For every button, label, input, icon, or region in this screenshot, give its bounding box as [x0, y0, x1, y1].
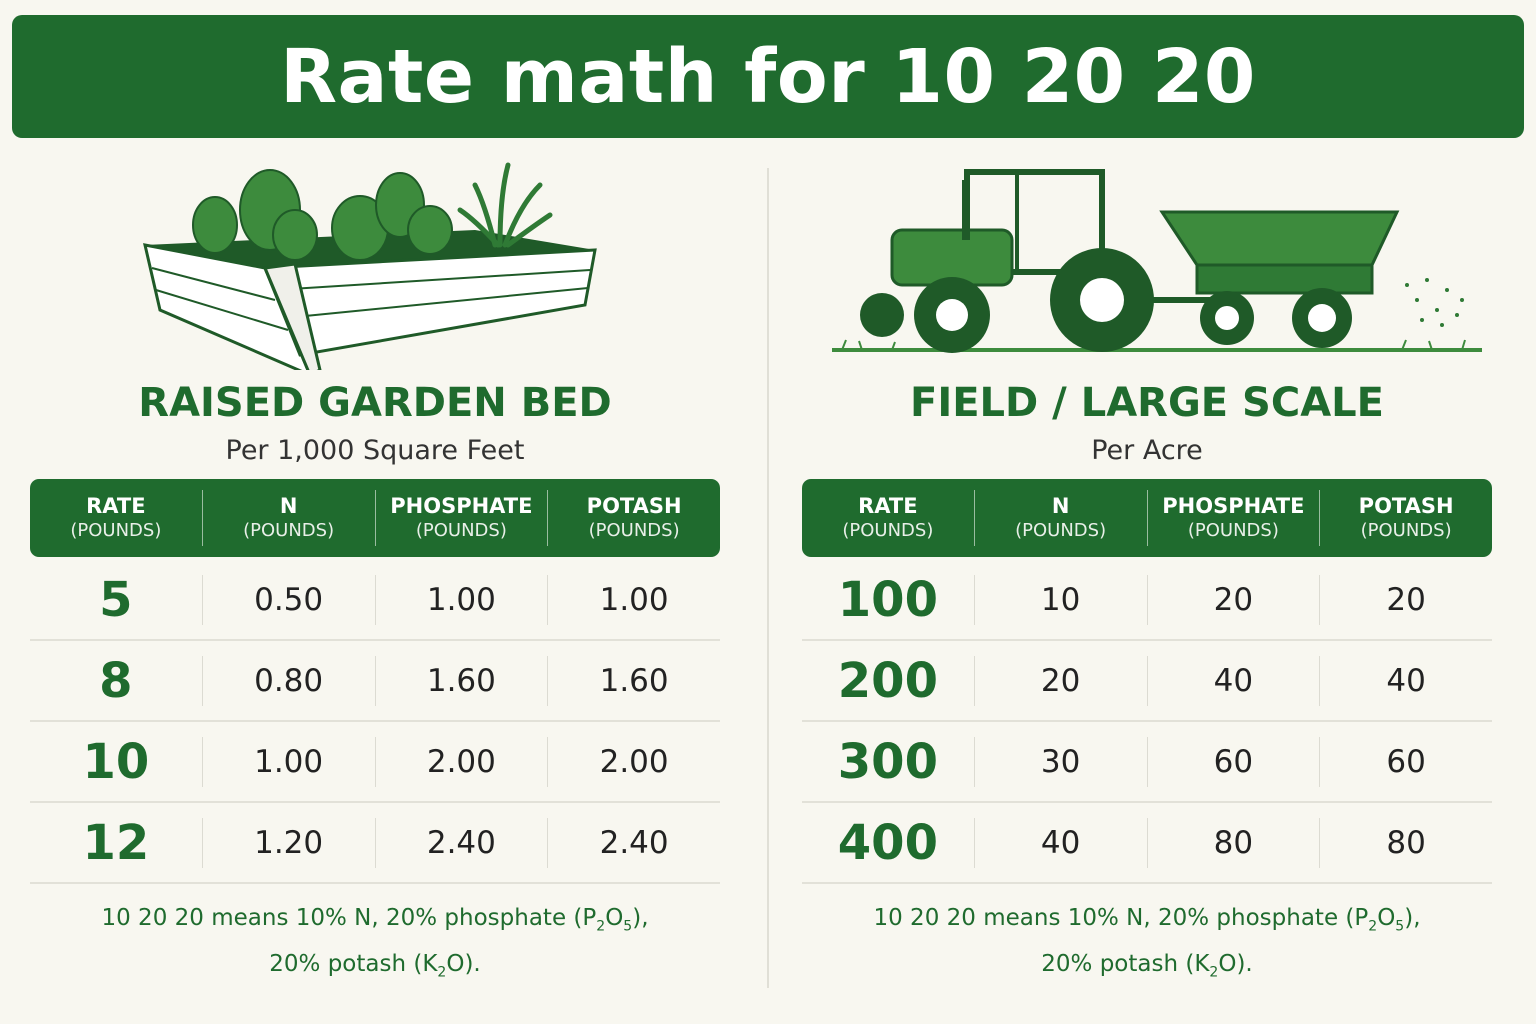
n-cell: 40 [973, 817, 1147, 868]
field-col-potash: POTASH (POUNDS) [1319, 490, 1492, 546]
note-subscript: 5 [1395, 918, 1405, 935]
column-unit: (POUNDS) [842, 520, 934, 541]
phosphate-cell: 2.00 [374, 736, 548, 787]
note-text: 20% potash (K [1041, 950, 1210, 977]
rate-cell: 200 [837, 652, 938, 709]
phosphate-cell: 80 [1146, 817, 1320, 868]
n-cell: 10 [973, 574, 1147, 625]
note-subscript: 2 [596, 918, 606, 935]
n-cell: 0.80 [201, 655, 375, 706]
rate-cell: 12 [82, 814, 150, 871]
note-text: 20% potash (K [269, 950, 438, 977]
table-row: 10 1.00 2.00 2.00 [30, 722, 720, 803]
column-label: N [279, 494, 298, 518]
phosphate-cell: 2.40 [374, 817, 548, 868]
potash-cell: 40 [1319, 655, 1492, 706]
n-cell: 1.20 [201, 817, 375, 868]
garden-footnote: 10 20 20 means 10% N, 20% phosphate (P2O… [30, 900, 720, 991]
note-text: 10 20 20 means 10% N, 20% phosphate (P [873, 905, 1369, 931]
rate-cell: 400 [837, 814, 938, 871]
garden-table-header: RATE (POUNDS) N (POUNDS) PHOSPHATE (POUN… [30, 479, 720, 557]
n-cell: 20 [973, 655, 1147, 706]
potash-cell: 1.60 [547, 655, 720, 706]
rate-cell: 5 [99, 571, 133, 628]
garden-col-potash: POTASH (POUNDS) [547, 490, 720, 546]
field-footnote: 10 20 20 means 10% N, 20% phosphate (P2O… [802, 900, 1492, 991]
column-unit: (POUNDS) [243, 520, 335, 541]
note-text: O). [1218, 950, 1253, 977]
column-label: RATE [858, 494, 918, 518]
garden-table-body: 5 0.50 1.00 1.00 8 0.80 1.60 1.60 10 1.0… [30, 560, 720, 884]
column-unit: (POUNDS) [415, 520, 507, 541]
rate-cell: 10 [82, 733, 150, 790]
field-col-phosphate: PHOSPHATE (POUNDS) [1146, 490, 1320, 546]
note-text: O [605, 905, 624, 931]
note-text: O). [446, 950, 481, 977]
potash-cell: 80 [1319, 817, 1492, 868]
note-text: ), [632, 905, 649, 931]
column-label: PHOSPHATE [390, 494, 533, 518]
field-col-n: N (POUNDS) [973, 490, 1147, 546]
note-subscript: 5 [623, 918, 633, 935]
column-unit: (POUNDS) [70, 520, 162, 541]
raised-garden-bed-icon [143, 162, 597, 370]
title-banner: Rate math for 10 20 20 [12, 15, 1524, 138]
potash-cell: 60 [1319, 736, 1492, 787]
column-unit: (POUNDS) [588, 520, 680, 541]
potash-cell: 1.00 [547, 574, 720, 625]
field-heading: FIELD / LARGE SCALE [910, 380, 1384, 426]
table-row: 200 20 40 40 [802, 641, 1492, 722]
garden-col-phosphate: PHOSPHATE (POUNDS) [374, 490, 548, 546]
garden-heading: RAISED GARDEN BED [138, 380, 612, 426]
rate-cell: 100 [837, 571, 938, 628]
n-cell: 1.00 [201, 736, 375, 787]
table-row: 5 0.50 1.00 1.00 [30, 560, 720, 641]
note-text: 10 20 20 means 10% N, 20% phosphate (P [101, 905, 597, 931]
potash-cell: 2.40 [547, 817, 720, 868]
garden-subheading: Per 1,000 Square Feet [225, 435, 525, 466]
column-divider [767, 168, 769, 988]
phosphate-cell: 60 [1146, 736, 1320, 787]
field-table-body: 100 10 20 20 200 20 40 40 300 30 60 60 4… [802, 560, 1492, 884]
phosphate-cell: 40 [1146, 655, 1320, 706]
rate-cell: 8 [99, 652, 133, 709]
n-cell: 0.50 [201, 574, 375, 625]
note-text: O [1377, 905, 1396, 931]
garden-col-n: N (POUNDS) [201, 490, 375, 546]
n-cell: 30 [973, 736, 1147, 787]
column-label: POTASH [586, 494, 682, 518]
field-panel: FIELD / LARGE SCALE Per Acre RATE (POUND… [802, 150, 1492, 1010]
column-label: POTASH [1358, 494, 1454, 518]
note-text: ), [1404, 905, 1421, 931]
column-unit: (POUNDS) [1187, 520, 1279, 541]
field-col-rate: RATE (POUNDS) [802, 490, 974, 546]
potash-cell: 20 [1319, 574, 1492, 625]
phosphate-cell: 1.00 [374, 574, 548, 625]
note-subscript: 2 [437, 964, 447, 981]
column-unit: (POUNDS) [1360, 520, 1452, 541]
table-row: 8 0.80 1.60 1.60 [30, 641, 720, 722]
table-row: 400 40 80 80 [802, 803, 1492, 884]
rate-cell: 300 [837, 733, 938, 790]
column-unit: (POUNDS) [1015, 520, 1107, 541]
table-row: 12 1.20 2.40 2.40 [30, 803, 720, 884]
field-table-header: RATE (POUNDS) N (POUNDS) PHOSPHATE (POUN… [802, 479, 1492, 557]
column-label: PHOSPHATE [1162, 494, 1305, 518]
table-row: 100 10 20 20 [802, 560, 1492, 641]
field-subheading: Per Acre [1091, 435, 1203, 466]
table-row: 300 30 60 60 [802, 722, 1492, 803]
note-subscript: 2 [1368, 918, 1378, 935]
note-subscript: 2 [1209, 964, 1219, 981]
phosphate-cell: 20 [1146, 574, 1320, 625]
garden-panel: RAISED GARDEN BED Per 1,000 Square Feet … [30, 150, 720, 1010]
potash-cell: 2.00 [547, 736, 720, 787]
tractor-spreader-icon [832, 169, 1482, 353]
garden-col-rate: RATE (POUNDS) [30, 490, 202, 546]
column-label: N [1051, 494, 1070, 518]
phosphate-cell: 1.60 [374, 655, 548, 706]
page-title: Rate math for 10 20 20 [280, 33, 1256, 120]
column-label: RATE [86, 494, 146, 518]
